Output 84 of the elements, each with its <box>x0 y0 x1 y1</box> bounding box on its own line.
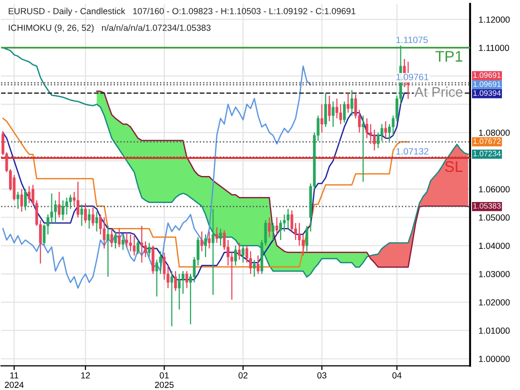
candlestick <box>204 234 207 258</box>
candlestick <box>174 270 177 292</box>
candlestick <box>170 270 174 327</box>
candlestick <box>24 188 27 211</box>
candlestick <box>275 216 278 235</box>
candlestick <box>102 216 106 250</box>
y-tick-label: 1.05000 <box>479 214 510 221</box>
candlestick <box>219 228 222 246</box>
y-tick-label: 1.04000 <box>479 242 510 249</box>
annotation: 1.07132 <box>396 148 428 155</box>
candlestick <box>376 132 380 149</box>
candlestick <box>20 188 24 212</box>
candlestick <box>373 129 376 151</box>
candlestick <box>129 234 132 252</box>
candlestick <box>155 259 158 298</box>
candlestick <box>215 226 218 244</box>
y-tick-label: 1.00000 <box>479 356 510 362</box>
candlestick <box>328 95 331 122</box>
candlestick <box>380 124 384 142</box>
ref-line-label: At Price <box>414 86 462 97</box>
chart-title: EURUSD - Daily - Candlestick 107/160 - O:1.09823 - H:1.10503 - L:1.09192 - C:1.09691 <box>8 8 356 16</box>
candlestick <box>122 234 124 250</box>
candlestick <box>242 245 244 264</box>
annotation: 1.11075 <box>396 36 428 44</box>
line-series <box>2 47 469 278</box>
candlestick <box>320 104 324 134</box>
candlestick <box>92 206 94 226</box>
x-tick-label: 04 <box>392 372 402 378</box>
x-tick-label: 01 2025 <box>154 372 174 388</box>
candlestick <box>140 225 144 264</box>
candlestick <box>110 228 114 248</box>
candlestick <box>256 254 260 274</box>
x-tick-label: 12 <box>81 372 90 378</box>
candlestick <box>185 270 188 289</box>
candlestick <box>286 208 290 230</box>
candlestick <box>178 273 181 310</box>
candlestick <box>80 204 84 226</box>
y-tick-label: 1.11000 <box>479 44 510 51</box>
x-tick-label: 11 2024 <box>4 372 24 388</box>
candlestick <box>234 245 237 266</box>
candlestick <box>230 250 234 300</box>
candlestick <box>384 120 388 139</box>
candlestick <box>238 242 241 260</box>
candlestick <box>58 191 61 218</box>
candlestick <box>324 92 327 128</box>
y-tick-label: 1.12000 <box>479 16 510 23</box>
x-tick-label: 03 <box>317 372 326 378</box>
candlestick <box>343 100 346 124</box>
candlestick <box>132 235 136 256</box>
candlestick <box>208 230 211 250</box>
candlestick <box>88 208 91 230</box>
candlestick <box>136 239 140 255</box>
candlestick <box>28 186 31 204</box>
text: ICHIMOKU (9, 26, 52) n/a/n/a/n/a/1.07234/1.05383 <box>8 24 211 33</box>
candlestick <box>106 225 110 278</box>
candlestick <box>350 90 354 116</box>
candlestick <box>95 211 98 232</box>
candlestick <box>332 100 334 128</box>
candlestick <box>118 228 121 248</box>
candlestick <box>62 200 64 221</box>
annotation: 1.09761 <box>396 74 428 80</box>
y-tick-label: 1.01000 <box>479 328 510 334</box>
candlestick <box>76 181 80 218</box>
candlestick <box>362 115 365 182</box>
y-tick-label: 1.06000 <box>479 186 510 192</box>
candlestick <box>148 242 151 258</box>
candlestick <box>16 191 20 210</box>
candlestick <box>114 230 117 250</box>
candlestick <box>200 230 204 252</box>
ref-line-label: SL <box>445 161 463 172</box>
candlestick <box>84 202 87 224</box>
y-tick-label: 1.03000 <box>479 270 510 278</box>
y-tick-label: 1.02000 <box>479 299 510 306</box>
candlestick <box>279 220 282 241</box>
candlestick <box>252 259 256 278</box>
line-series <box>2 65 312 289</box>
candlestick <box>272 222 274 241</box>
y-tick-label: 1.08000 <box>479 130 510 136</box>
candlestick <box>268 216 271 238</box>
candlestick <box>212 208 214 296</box>
candlestick <box>125 232 128 248</box>
ref-line-label: TP1 <box>435 51 462 62</box>
x-tick-label: 02 <box>238 372 248 378</box>
candlestick <box>346 92 350 114</box>
